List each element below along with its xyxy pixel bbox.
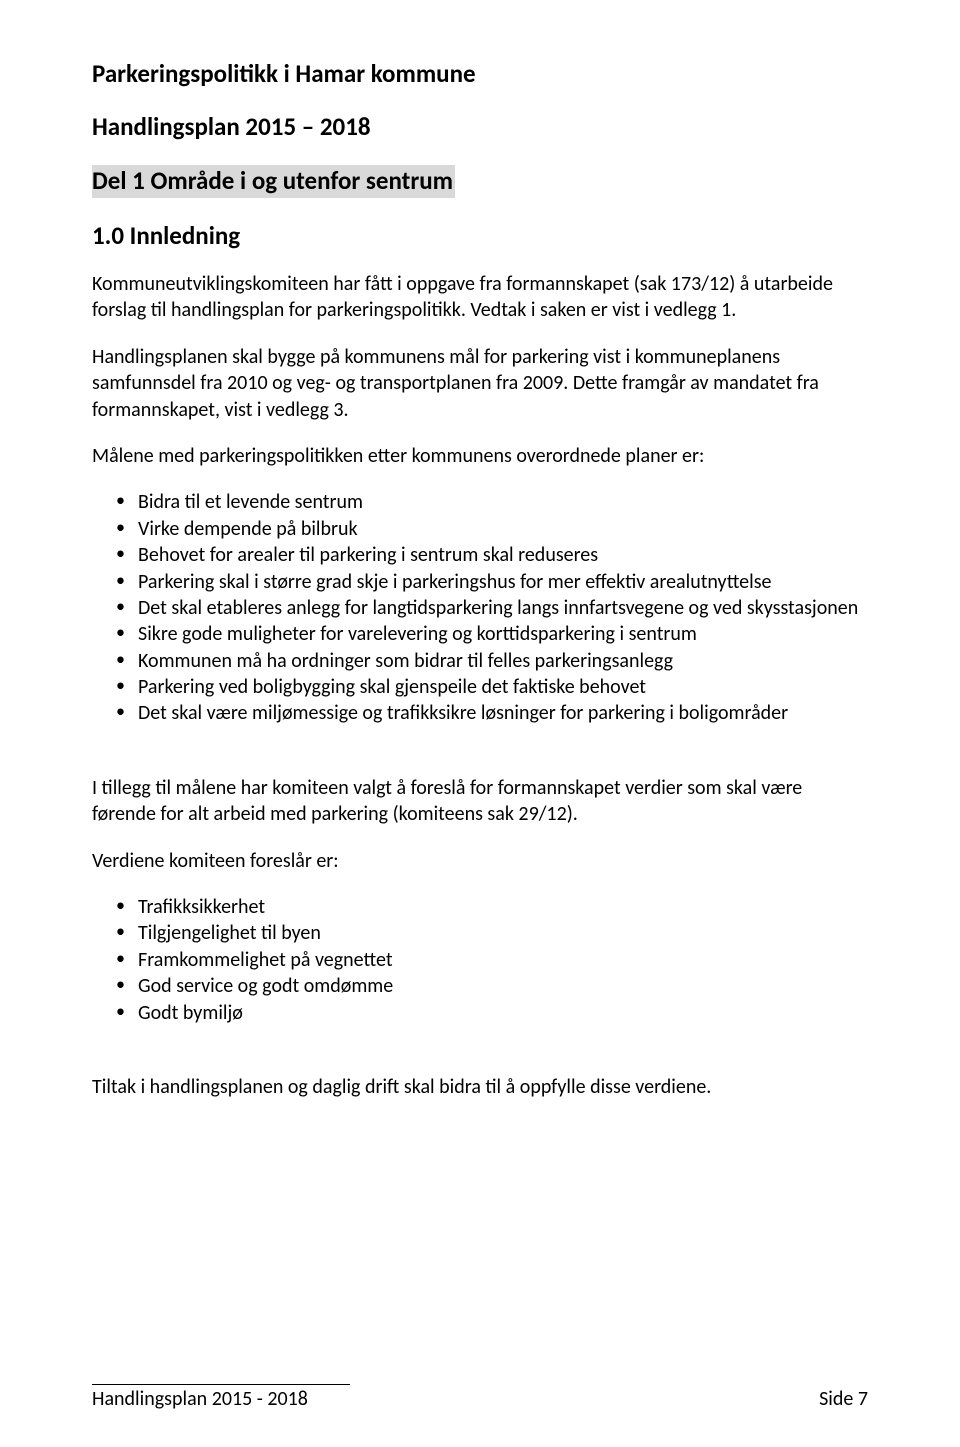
document-subtitle: Handlingsplan 2015 – 2018 — [92, 111, 868, 142]
paragraph: I tillegg til målene har komiteen valgt … — [92, 775, 868, 828]
list-item: Parkering ved boligbygging skal gjenspei… — [92, 674, 868, 700]
list-item: Virke dempende på bilbruk — [92, 516, 868, 542]
footer-left-text: Handlingsplan 2015 - 2018 — [92, 1387, 308, 1411]
section-heading: Del 1 Område i og utenfor sentrum — [92, 165, 455, 198]
list-item: Framkommelighet på vegnettet — [92, 947, 868, 973]
list-item: Det skal etableres anlegg for langtidspa… — [92, 595, 868, 621]
list-item: Parkering skal i større grad skje i park… — [92, 569, 868, 595]
list-item: Behovet for arealer til parkering i sent… — [92, 542, 868, 568]
values-list: Trafikksikkerhet Tilgjengelighet til bye… — [92, 894, 868, 1026]
list-item: Godt bymiljø — [92, 1000, 868, 1026]
list-item: Bidra til et levende sentrum — [92, 489, 868, 515]
page-footer: Handlingsplan 2015 - 2018 Side 7 — [92, 1384, 868, 1411]
footer-page-number: Side 7 — [819, 1387, 868, 1411]
goals-list: Bidra til et levende sentrum Virke dempe… — [92, 489, 868, 727]
intro-heading: 1.0 Innledning — [92, 220, 868, 251]
paragraph: Målene med parkeringspolitikken etter ko… — [92, 443, 868, 469]
list-item: Trafikksikkerhet — [92, 894, 868, 920]
list-item: Sikre gode muligheter for varelevering o… — [92, 621, 868, 647]
document-title: Parkeringspolitikk i Hamar kommune — [92, 58, 868, 89]
list-item: Det skal være miljømessige og trafikksik… — [92, 700, 868, 726]
list-item: God service og godt omdømme — [92, 973, 868, 999]
list-item: Kommunen må ha ordninger som bidrar til … — [92, 648, 868, 674]
paragraph: Kommuneutviklingskomiteen har fått i opp… — [92, 271, 868, 324]
paragraph: Verdiene komiteen foreslår er: — [92, 848, 868, 874]
footer-rule — [92, 1384, 350, 1385]
paragraph: Tiltak i handlingsplanen og daglig drift… — [92, 1074, 868, 1100]
list-item: Tilgjengelighet til byen — [92, 920, 868, 946]
paragraph: Handlingsplanen skal bygge på kommunens … — [92, 344, 868, 423]
